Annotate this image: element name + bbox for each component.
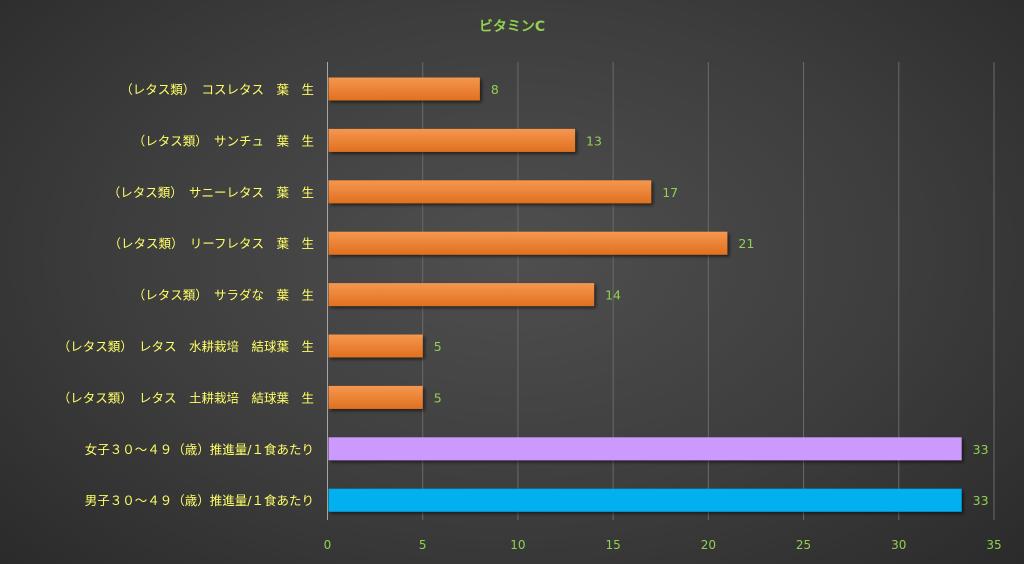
category-label: （レタス類） サラダな 葉 生 xyxy=(133,288,314,303)
category-label: （レタス類） レタス 土耕栽培 結球葉 生 xyxy=(58,390,314,405)
data-label: 5 xyxy=(434,339,442,354)
bar xyxy=(328,334,423,358)
x-tick-label: 25 xyxy=(796,538,811,552)
category-label: 女子３０～４９（歳）推進量/１食あたり xyxy=(85,442,314,457)
data-label: 5 xyxy=(434,390,442,405)
x-axis-ticks: 0 5 10 15 20 25 30 35 xyxy=(324,538,1002,552)
bar xyxy=(328,231,728,255)
x-tick-label: 0 xyxy=(324,538,332,552)
x-tick-label: 35 xyxy=(986,538,1001,552)
data-label: 33 xyxy=(973,493,989,508)
data-labels: 8 13 17 21 14 5 5 33 33 xyxy=(434,82,989,508)
data-label: 17 xyxy=(662,185,678,200)
category-label: （レタス類） リーフレタス 葉 生 xyxy=(108,236,314,251)
x-tick-label: 15 xyxy=(606,538,621,552)
category-label: （レタス類） コスレタス 葉 生 xyxy=(120,82,314,97)
x-tick-label: 30 xyxy=(891,538,906,552)
bars xyxy=(328,77,962,512)
data-label: 14 xyxy=(605,288,621,303)
category-label: 男子３０～４９（歳）推進量/１食あたり xyxy=(85,493,314,508)
bar xyxy=(328,437,962,461)
category-label: （レタス類） サンチュ 葉 生 xyxy=(133,133,314,148)
data-label: 33 xyxy=(973,442,989,457)
bar xyxy=(328,385,423,409)
bar xyxy=(328,283,595,307)
bar xyxy=(328,128,576,152)
data-label: 13 xyxy=(586,133,602,148)
data-label: 8 xyxy=(491,82,499,97)
bar xyxy=(328,488,962,512)
x-tick-label: 10 xyxy=(510,538,525,552)
data-label: 21 xyxy=(738,236,754,251)
category-label: （レタス類） レタス 水耕栽培 結球葉 生 xyxy=(58,339,314,354)
chart-title: ビタミンC xyxy=(479,19,545,35)
bar xyxy=(328,180,652,204)
category-label: （レタス類） サニーレタス 葉 生 xyxy=(108,185,314,200)
x-tick-label: 20 xyxy=(701,538,716,552)
category-labels: （レタス類） コスレタス 葉 生 （レタス類） サンチュ 葉 生 （レタス類） サニ… xyxy=(58,82,314,508)
bar xyxy=(328,77,480,101)
x-tick-label: 5 xyxy=(419,538,427,552)
